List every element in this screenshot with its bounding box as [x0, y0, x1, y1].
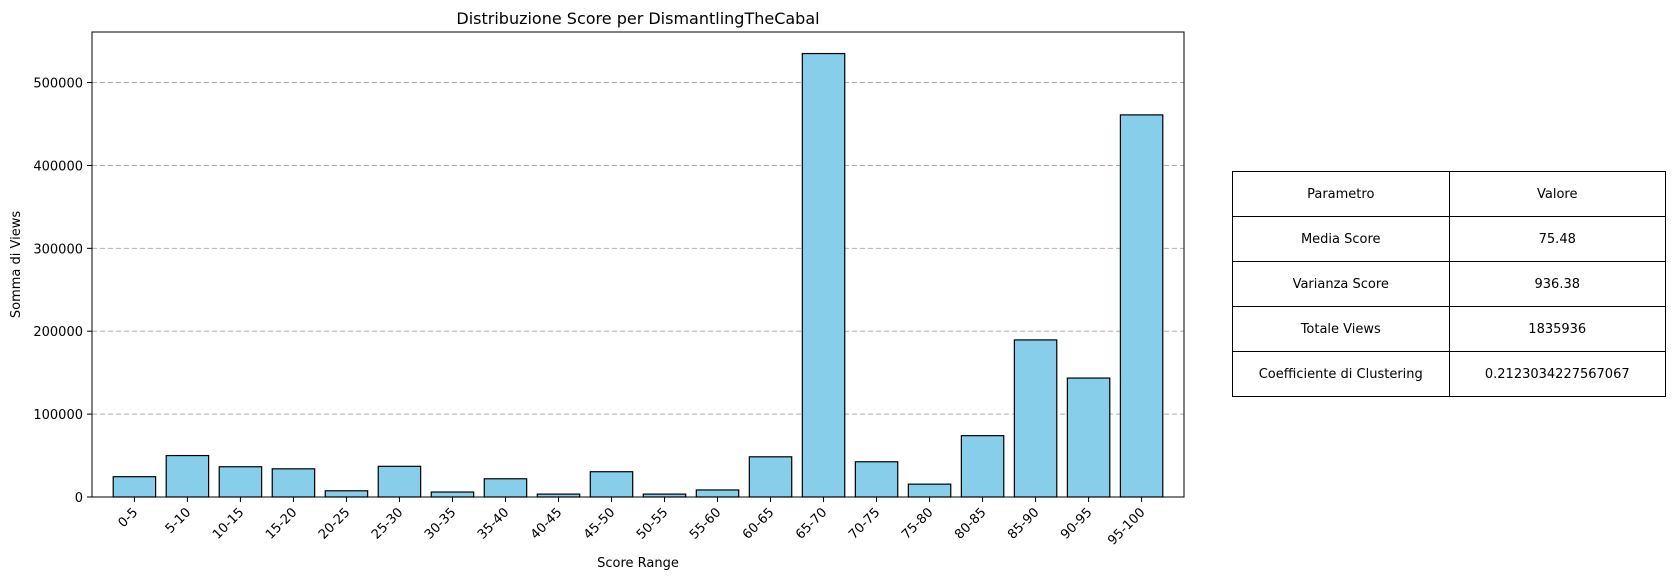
bar-35-40	[483, 478, 528, 498]
x-tick-label: 95-100	[1105, 505, 1148, 548]
table-header-parametro: Parametro	[1232, 171, 1450, 217]
table-row: Media Score 75.48	[1232, 216, 1666, 262]
x-tick-label: 60-65	[740, 505, 777, 542]
table-header-valore: Valore	[1448, 171, 1666, 217]
x-tick-label: 40-45	[528, 505, 565, 542]
x-tick-label: 70-75	[846, 505, 883, 542]
x-axis-label: Score Range	[597, 556, 679, 571]
table-cell: Coefficiente di Clustering	[1232, 351, 1450, 397]
x-tick-label: 55-60	[687, 505, 724, 542]
y-tick-label: 200000	[33, 325, 83, 340]
x-tick-label: 5-10	[163, 505, 194, 536]
stats-table: Parametro Valore Media Score 75.48 Varia…	[1232, 171, 1666, 397]
table-cell: 1835936	[1448, 306, 1666, 352]
x-tick-label: 25-30	[369, 505, 406, 542]
table-row: Coefficiente di Clustering 0.21230342275…	[1232, 351, 1666, 397]
bar-90-95	[1066, 377, 1111, 498]
x-tick-label: 20-25	[316, 505, 353, 542]
x-tick-label: 90-95	[1058, 505, 1095, 542]
x-axis-ticks: 0-5 5-10 10-15 15-20 20-25 25-30 30-35 35-40 40-…	[116, 497, 1148, 548]
y-tick-label: 0	[75, 491, 83, 506]
table-row: Varianza Score 936.38	[1232, 261, 1666, 307]
x-tick-label: 85-90	[1005, 505, 1042, 542]
x-tick-label: 65-70	[793, 505, 830, 542]
table-cell: 936.38	[1448, 261, 1666, 307]
x-tick-label: 80-85	[952, 505, 989, 542]
y-axis-label: Somma di Views	[9, 211, 24, 318]
y-tick-label: 400000	[33, 159, 83, 174]
bar-80-85	[960, 435, 1005, 498]
bar-55-60	[695, 489, 740, 498]
bar-chart: 0 100000 200000 300000 400000 500000 0-5 5-10 1…	[9, 9, 1185, 571]
bar-45-50	[589, 471, 634, 498]
y-axis-ticks: 0 100000 200000 300000 400000 500000	[33, 77, 92, 506]
plot-frame	[91, 31, 1185, 498]
x-tick-label: 10-15	[210, 505, 247, 542]
x-tick-label: 45-50	[581, 505, 618, 542]
x-tick-label: 30-35	[422, 505, 459, 542]
table-cell: Varianza Score	[1232, 261, 1450, 307]
chart-title: Distribuzione Score per DismantlingTheCa…	[456, 9, 819, 28]
bar-0-5	[112, 476, 157, 498]
bar-25-30	[377, 465, 422, 498]
y-tick-label: 500000	[33, 77, 83, 92]
x-tick-label: 50-55	[634, 505, 671, 542]
table-cell: Totale Views	[1232, 306, 1450, 352]
x-tick-label: 0-5	[116, 505, 142, 531]
bar-85-90	[1013, 339, 1058, 498]
bar-10-15	[218, 466, 263, 498]
bar-30-35	[430, 491, 475, 498]
table-row: Totale Views 1835936	[1232, 306, 1666, 352]
bar-20-25	[324, 490, 369, 498]
table-cell: 75.48	[1448, 216, 1666, 262]
table-cell: 0.2123034227567067	[1448, 351, 1666, 397]
bar-5-10	[165, 454, 210, 498]
x-tick-label: 75-80	[899, 505, 936, 542]
bar-95-100	[1119, 114, 1164, 498]
y-tick-label: 300000	[33, 242, 83, 257]
table-cell: Media Score	[1232, 216, 1450, 262]
table-header-row: Parametro Valore	[1232, 171, 1666, 217]
bars	[112, 52, 1164, 498]
bar-65-70	[801, 52, 846, 498]
y-tick-label: 100000	[33, 408, 83, 423]
bar-60-65	[748, 456, 793, 498]
x-tick-label: 35-40	[475, 505, 512, 542]
x-tick-label: 15-20	[263, 505, 300, 542]
bar-15-20	[271, 468, 316, 498]
bar-75-80	[907, 483, 952, 498]
grid-lines	[92, 82, 1184, 415]
bar-70-75	[854, 461, 899, 498]
